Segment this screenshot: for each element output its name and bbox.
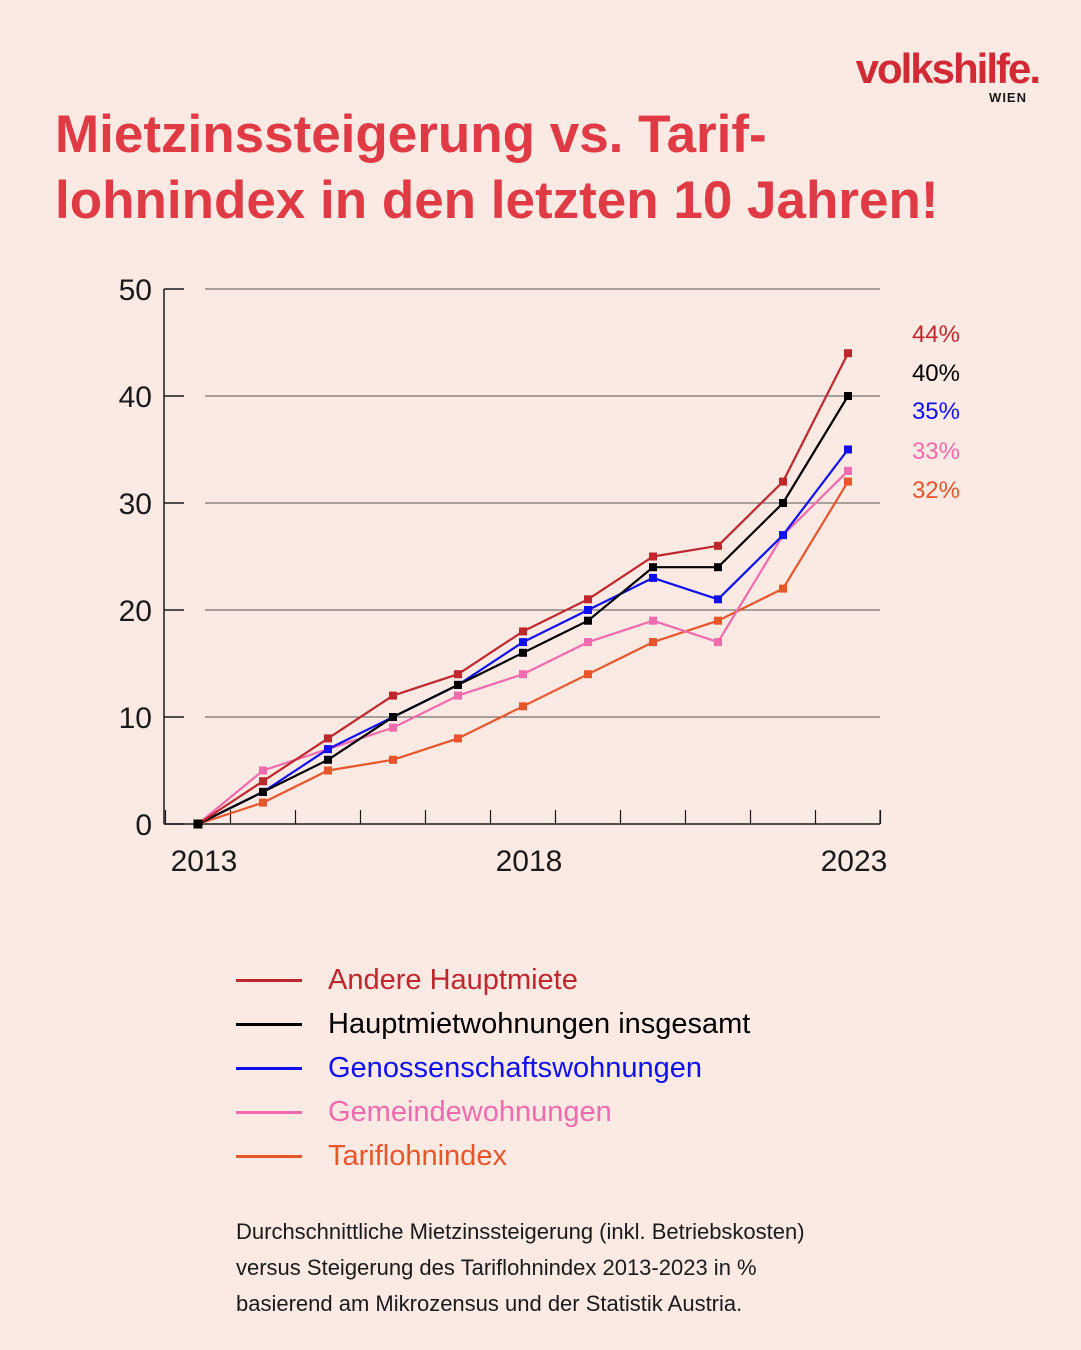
legend-item: Gemeindewohnungen (236, 1090, 750, 1134)
legend-swatch (236, 1022, 302, 1026)
data-point (389, 713, 397, 721)
logo-brand: volkshilfe. (855, 45, 1041, 92)
data-point (389, 723, 397, 732)
series-gemeindewohnungen (194, 466, 852, 828)
data-point (259, 787, 267, 796)
legend-item: Genossenschaftswohnungen (236, 1046, 750, 1090)
data-point (389, 755, 397, 764)
legend-item: Andere Hauptmiete (236, 958, 750, 1002)
data-point (779, 531, 787, 540)
legend-label: Hauptmietwohnungen insgesamt (328, 1007, 751, 1040)
source-line-1: Durchschnittliche Mietzinssteigerung (in… (236, 1219, 805, 1244)
line-chart: 0 10 20 30 40 50 2013 2018 2023 44% 40% 35% 33% 32% (119, 274, 960, 878)
legend-item: Tariflohnindex (236, 1134, 750, 1178)
data-point (584, 670, 592, 679)
origin-point (193, 819, 203, 829)
data-point (584, 638, 592, 647)
title-line-1: Mietzinssteigerung vs. Tarif- (55, 105, 767, 164)
data-point (779, 499, 787, 507)
data-point (584, 616, 592, 625)
title-line-2: lohnindex in den letzten 10 Jahren! (55, 171, 939, 230)
data-point (779, 477, 787, 486)
end-label-layer: 44% 40% 35% 33% 32% (912, 321, 960, 504)
data-point (519, 638, 527, 647)
end-label: 32% (912, 477, 960, 504)
series-andere-hauptmiete (194, 349, 852, 828)
data-point (454, 734, 462, 743)
data-point (649, 573, 657, 582)
legend-swatch (236, 978, 302, 982)
data-point (259, 777, 267, 786)
data-point (584, 595, 592, 604)
y-tick-label-50: 50 (119, 274, 152, 307)
source-line-2: versus Steigerung des Tariflohnindex 201… (236, 1255, 757, 1280)
data-point (714, 616, 722, 625)
data-point (714, 638, 722, 647)
data-point (389, 691, 397, 700)
end-label: 40% (912, 360, 960, 387)
grid-layer (205, 288, 880, 718)
data-point (844, 392, 852, 400)
end-label: 44% (912, 321, 960, 348)
data-point (324, 745, 332, 754)
end-label: 33% (912, 438, 960, 465)
data-point (259, 798, 267, 807)
legend: Andere Hauptmiete Hauptmietwohnungen insg… (236, 958, 750, 1178)
source-line-3: basierend am Mikrozensus und der Statist… (236, 1291, 743, 1316)
data-point (519, 670, 527, 679)
data-point (649, 616, 657, 625)
legend-label: Genossenschaftswohnungen (328, 1051, 703, 1084)
data-point (649, 552, 657, 561)
data-point (844, 466, 852, 475)
data-point (714, 595, 722, 604)
data-point (519, 702, 527, 711)
data-point (454, 691, 462, 700)
end-label: 35% (912, 398, 960, 425)
legend-swatch (236, 1110, 302, 1114)
data-point (454, 670, 462, 679)
data-point (844, 445, 852, 454)
data-point (844, 349, 852, 358)
data-point (519, 627, 527, 636)
series-layer (193, 349, 852, 829)
y-tick-label-20: 20 (119, 595, 152, 628)
data-point (584, 606, 592, 614)
data-point (259, 766, 267, 775)
data-point (714, 541, 722, 550)
series-line-genossenschaftswohnungen (197, 448, 849, 825)
data-point (454, 680, 462, 689)
data-point (324, 734, 332, 743)
x-tick-label-2018: 2018 (496, 845, 563, 878)
data-point (649, 638, 657, 647)
axis-layer: 0 10 20 30 40 50 2013 2018 2023 (119, 274, 888, 878)
x-tick-label-2013: 2013 (171, 845, 238, 878)
data-point (649, 563, 657, 572)
data-point (844, 477, 852, 486)
legend-item: Hauptmietwohnungen insgesamt (236, 1002, 750, 1046)
data-point (714, 563, 722, 572)
source-note: Durchschnittliche Mietzinssteigerung (in… (236, 1214, 996, 1322)
legend-swatch (236, 1066, 302, 1070)
y-tick-label-10: 10 (119, 702, 152, 735)
data-point (324, 766, 332, 775)
legend-swatch (236, 1154, 302, 1158)
x-tick-label-2023: 2023 (821, 845, 888, 878)
data-point (324, 755, 332, 764)
legend-label: Andere Hauptmiete (328, 963, 578, 996)
logo: volkshilfe. WIEN (855, 45, 1041, 106)
legend-label: Gemeindewohnungen (328, 1095, 612, 1128)
y-tick-label-0: 0 (135, 809, 152, 842)
legend-label: Tariflohnindex (328, 1139, 507, 1172)
y-tick-label-30: 30 (119, 488, 152, 521)
y-tick-label-40: 40 (119, 381, 152, 414)
data-point (779, 584, 787, 593)
data-point (519, 648, 527, 657)
logo-subtitle: WIEN (989, 90, 1027, 105)
page-title: Mietzinssteigerung vs. Tarif- lohnindex … (55, 102, 1065, 234)
